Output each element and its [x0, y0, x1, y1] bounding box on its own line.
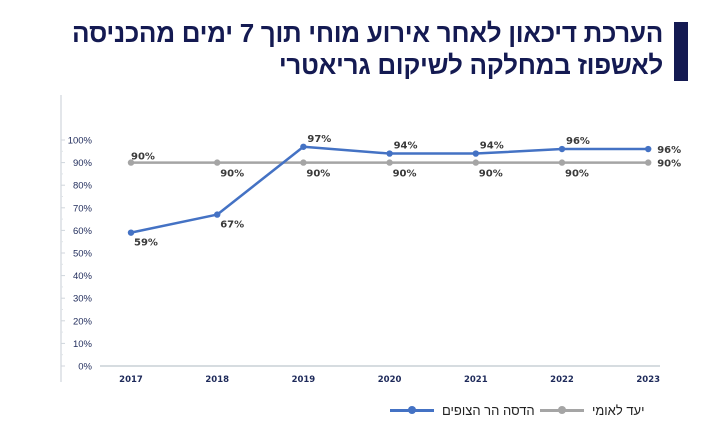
data-point-national[interactable]	[645, 159, 652, 166]
data-point-hadassah[interactable]	[472, 150, 479, 157]
y-axis-ticks: 0% 10% 20% 30% 40% 50% 60% 70% 80% 90% 100%	[61, 136, 93, 373]
y-tick-label: 70%	[73, 203, 93, 214]
y-tick-label: 50%	[73, 249, 93, 260]
data-label-hadassah: 96%	[566, 136, 590, 147]
data-label-hadassah: 94%	[480, 141, 504, 152]
data-point-hadassah[interactable]	[214, 211, 221, 218]
x-tick-label: 2019	[292, 375, 316, 385]
legend-marker-national	[558, 406, 566, 414]
title-accent-bar	[674, 22, 688, 81]
data-label-national: 90%	[393, 169, 417, 180]
x-tick-label: 2017	[119, 375, 143, 385]
x-tick-label: 2020	[378, 375, 402, 385]
x-tick-label: 2022	[550, 375, 574, 385]
data-label-national: 90%	[306, 169, 330, 180]
x-axis-ticks: 2017 2018 2019 2020 2021 2022 2023	[119, 375, 660, 385]
legend-item-national[interactable]: יעד לאומי	[540, 400, 645, 420]
data-point-hadassah[interactable]	[300, 143, 307, 150]
chart-title-line-2: לאשפוז במחלקה לשיקום גריאטרי	[278, 50, 663, 80]
y-tick-label: 0%	[78, 362, 92, 373]
x-tick-label: 2021	[464, 375, 488, 385]
legend: יעד לאומי הדסה הר הצופים	[0, 400, 725, 420]
chart-title: הערכת דיכאון לאחר אירוע מוחי תוך 7 ימים …	[23, 17, 663, 81]
data-point-hadassah[interactable]	[127, 229, 135, 236]
y-tick-label: 20%	[73, 316, 93, 327]
data-point-national[interactable]	[386, 159, 393, 166]
data-point-national[interactable]	[214, 159, 221, 166]
y-tick-label: 30%	[73, 294, 93, 305]
data-label-hadassah: 97%	[307, 134, 331, 145]
chart-title-line-1: הערכת דיכאון לאחר אירוע מוחי תוך 7 ימים …	[72, 18, 663, 48]
data-point-national[interactable]	[127, 159, 135, 166]
legend-swatch-national	[540, 404, 584, 416]
data-point-national[interactable]	[300, 159, 307, 166]
legend-label-hadassah: הדסה הר הצופים	[442, 402, 535, 418]
data-label-hadassah: 67%	[220, 220, 244, 231]
x-tick-label: 2023	[636, 375, 660, 385]
data-label-national: 90%	[220, 169, 244, 180]
data-label-hadassah: 96%	[657, 145, 681, 156]
y-tick-label: 40%	[73, 271, 93, 282]
data-label-hadassah: 59%	[134, 238, 158, 249]
legend-swatch-hadassah	[390, 404, 434, 416]
y-tick-label: 100%	[68, 136, 93, 147]
data-label-hadassah: 94%	[394, 141, 418, 152]
legend-marker-hadassah	[408, 406, 416, 414]
data-label-national: 90%	[131, 152, 155, 163]
data-label-national: 90%	[565, 169, 589, 180]
data-point-national[interactable]	[558, 159, 566, 166]
legend-item-hadassah[interactable]: הדסה הר הצופים	[390, 400, 535, 420]
series-group	[127, 143, 652, 236]
y-tick-label: 80%	[73, 181, 93, 192]
data-point-national[interactable]	[472, 159, 479, 166]
x-tick-label: 2018	[205, 375, 229, 385]
data-point-hadassah[interactable]	[386, 150, 393, 157]
legend-label-national: יעד לאומי	[592, 402, 645, 418]
data-label-national: 90%	[657, 159, 681, 170]
data-labels: 59% 67% 97% 94% 94% 96% 96% 90% 90% 90% 90% 90% 90% 9…	[131, 134, 681, 249]
y-tick-label: 10%	[73, 339, 93, 350]
y-tick-label: 60%	[73, 226, 93, 237]
data-label-national: 90%	[479, 169, 503, 180]
data-point-hadassah[interactable]	[645, 145, 652, 153]
y-tick-label: 90%	[73, 158, 93, 169]
data-point-hadassah[interactable]	[558, 145, 566, 153]
